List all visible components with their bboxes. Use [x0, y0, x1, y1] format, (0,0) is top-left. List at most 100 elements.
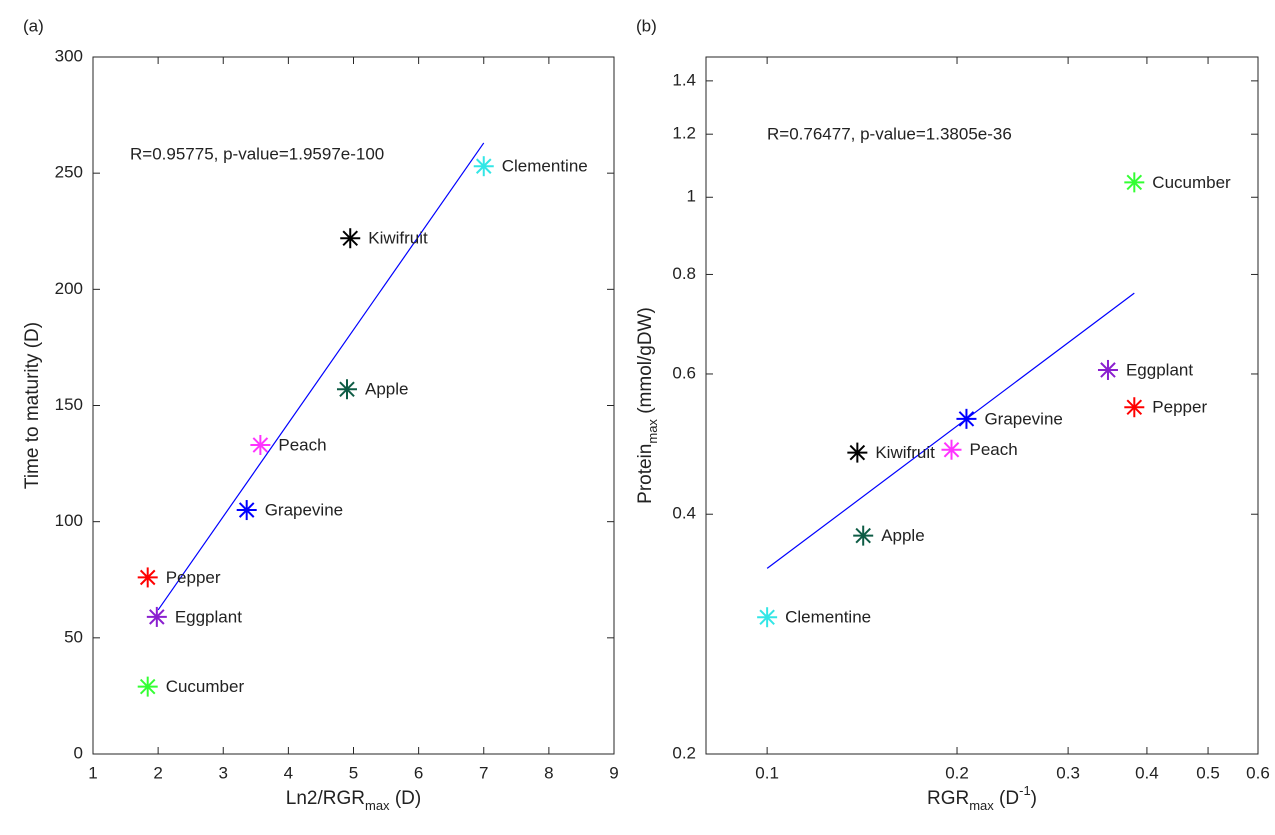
point	[473, 156, 494, 177]
point	[847, 442, 868, 463]
point-label: Kiwifruit	[875, 443, 935, 462]
x-tick-label: 5	[349, 763, 358, 782]
y-tick-label: 100	[55, 511, 83, 530]
point-label: Peach	[969, 440, 1017, 459]
x-tick-label: 0.4	[1135, 763, 1159, 782]
x-tick-label: 0.5	[1196, 763, 1220, 782]
x-axis-label-part: )	[1031, 788, 1037, 809]
x-tick-label: 0.2	[945, 763, 969, 782]
fit-line	[766, 292, 1135, 569]
x-tick-label: 0.1	[755, 763, 779, 782]
y-tick-label: 0.6	[672, 363, 696, 382]
point	[1124, 397, 1145, 418]
point	[757, 607, 778, 628]
point	[250, 434, 271, 455]
point-label: Eggplant	[175, 607, 242, 626]
x-axis-label-part: Ln2/RGR	[286, 788, 365, 809]
point	[941, 439, 962, 460]
x-axis-label-part: (D)	[390, 788, 422, 809]
x-tick-label: 3	[219, 763, 228, 782]
point	[340, 228, 361, 249]
star-stroke	[855, 527, 871, 544]
star-stroke	[475, 158, 492, 174]
fit-line	[157, 142, 485, 611]
point	[1097, 359, 1118, 380]
point-label: Kiwifruit	[368, 229, 428, 248]
panel-label: (b)	[636, 16, 657, 35]
x-axis-label-part: max	[969, 798, 994, 813]
point	[956, 408, 977, 429]
star-stroke	[139, 569, 156, 586]
point-label: Apple	[881, 526, 924, 545]
star-stroke	[339, 381, 355, 398]
star-stroke	[1126, 174, 1143, 191]
y-tick-label: 300	[55, 46, 83, 65]
point-label: Clementine	[785, 608, 871, 627]
y-axis-label-part: Time to maturity (D)	[22, 322, 43, 489]
y-axis-label-part: (mmol/gDW)	[635, 307, 656, 419]
star-stroke	[849, 444, 866, 461]
x-tick-label: 9	[609, 763, 618, 782]
star-stroke	[238, 502, 255, 518]
star-stroke	[943, 441, 960, 458]
x-tick-label: 4	[284, 763, 293, 782]
star-stroke	[342, 230, 359, 246]
y-tick-label: 0	[74, 743, 83, 762]
x-tick-label: 6	[414, 763, 423, 782]
point-label: Cucumber	[1152, 173, 1231, 192]
y-tick-label: 0.8	[672, 264, 696, 283]
annotation: R=0.76477, p-value=1.3805e-36	[767, 124, 1012, 143]
y-axis-label-part: max	[645, 419, 660, 444]
star-stroke	[1126, 399, 1143, 416]
y-tick-label: 1.4	[672, 70, 696, 89]
x-tick-label: 1	[88, 763, 97, 782]
point	[137, 676, 158, 697]
x-tick-label: 7	[479, 763, 488, 782]
point-label: Grapevine	[265, 501, 343, 520]
y-axis-label: Proteinmax (mmol/gDW)	[635, 307, 660, 504]
x-axis-label: Ln2/RGRmax (D)	[286, 788, 421, 813]
y-tick-label: 0.4	[672, 504, 696, 523]
x-tick-label: 0.6	[1246, 763, 1270, 782]
star-stroke	[252, 437, 269, 453]
star-stroke	[149, 609, 165, 625]
x-axis-label-part: max	[365, 798, 390, 813]
x-axis-label-part: (D	[994, 788, 1019, 809]
point	[137, 567, 158, 588]
point-label: Cucumber	[166, 677, 245, 696]
star-stroke	[1100, 362, 1116, 378]
point	[1124, 172, 1145, 193]
y-tick-label: 1.2	[672, 124, 696, 143]
point-label: Pepper	[166, 568, 221, 587]
point	[236, 500, 257, 521]
y-tick-label: 200	[55, 279, 83, 298]
point-label: Eggplant	[1126, 360, 1193, 379]
y-tick-label: 150	[55, 395, 83, 414]
point-label: Peach	[278, 435, 326, 454]
plot-area	[705, 56, 1259, 755]
point-label: Clementine	[502, 157, 588, 176]
x-axis-label-part: RGR	[927, 788, 969, 809]
star-stroke	[958, 411, 975, 427]
y-axis-label: Time to maturity (D)	[22, 322, 43, 489]
x-tick-label: 2	[153, 763, 162, 782]
point-label: Pepper	[1152, 398, 1207, 417]
y-axis-label-part: Protein	[635, 444, 656, 504]
x-tick-label: 8	[544, 763, 553, 782]
star-stroke	[759, 609, 775, 625]
point-label: Grapevine	[984, 409, 1062, 428]
y-tick-label: 50	[64, 627, 83, 646]
panel-label: (a)	[23, 16, 44, 35]
point	[853, 525, 874, 546]
x-axis-label: RGRmax (D-1)	[927, 783, 1037, 813]
point-label: Apple	[365, 380, 408, 399]
y-tick-label: 250	[55, 163, 83, 182]
x-tick-label: 0.3	[1056, 763, 1080, 782]
annotation: R=0.95775, p-value=1.9597e-100	[130, 144, 384, 163]
point	[146, 606, 167, 627]
y-tick-label: 1	[687, 187, 696, 206]
point	[336, 379, 357, 400]
y-tick-label: 0.2	[672, 743, 696, 762]
star-stroke	[139, 678, 156, 695]
